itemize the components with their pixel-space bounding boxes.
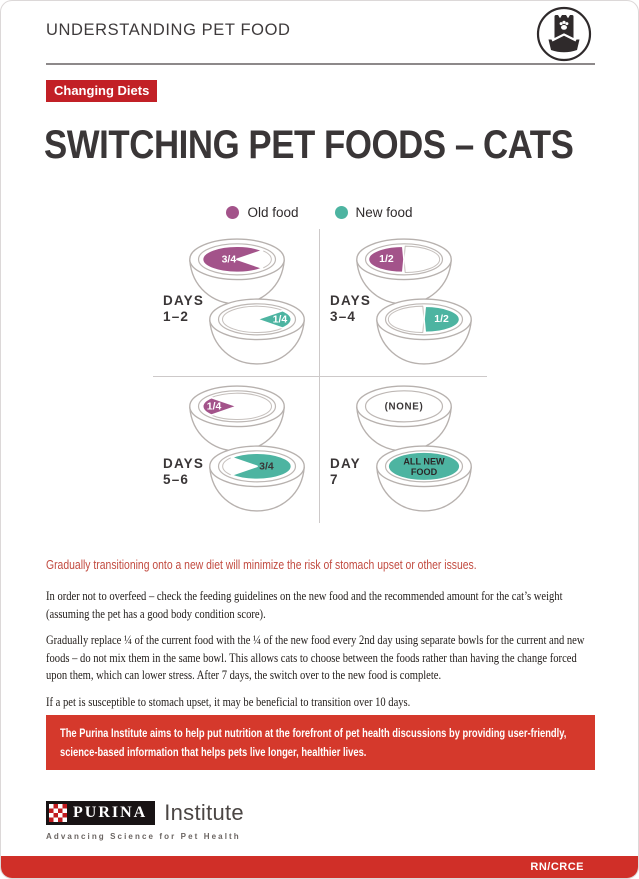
svg-text:1/4: 1/4 bbox=[207, 402, 222, 413]
day-label: DAYS 3–4 bbox=[330, 293, 372, 325]
old-food-dot-icon bbox=[226, 206, 240, 219]
logo-tagline: Advancing Science for Pet Health bbox=[46, 832, 241, 841]
old-food-bowl: 1/2 bbox=[350, 231, 458, 311]
day-label: DAY 7 bbox=[330, 456, 361, 488]
new-food-bowl: ALL NEW FOOD bbox=[370, 438, 478, 518]
new-food-bowl: 3/4 bbox=[203, 438, 311, 518]
transition-diagram: DAYS 1–2 3/4 1/4 DAYS 3–4 1/2 1/2 DAYS 5… bbox=[153, 229, 487, 523]
page-title: SWITCHING PET FOODS – CATS bbox=[44, 123, 574, 167]
svg-text:(NONE): (NONE) bbox=[385, 402, 424, 413]
legend-label-old: Old food bbox=[247, 205, 299, 220]
svg-text:1/4: 1/4 bbox=[273, 315, 288, 326]
header-title: UNDERSTANDING PET FOOD bbox=[46, 21, 291, 39]
new-food-bowl: 1/4 bbox=[203, 291, 311, 371]
header-divider bbox=[46, 63, 595, 65]
old-food-bowl: 1/4 bbox=[183, 378, 291, 458]
legend-label-new: New food bbox=[355, 205, 413, 220]
svg-text:3/4: 3/4 bbox=[222, 255, 237, 266]
quadrant-days-5-6: DAYS 5–6 1/4 3/4 bbox=[153, 376, 320, 523]
legend-item-old-food: Old food bbox=[226, 205, 299, 220]
quadrant-days-3-4: DAYS 3–4 1/2 1/2 bbox=[320, 229, 487, 376]
day-label: DAYS 1–2 bbox=[163, 293, 205, 325]
purina-institute-logo: PURINA Institute Advancing Science for P… bbox=[46, 800, 244, 841]
callout-text: The Purina Institute aims to help put nu… bbox=[60, 726, 567, 759]
body-text: In order not to overfeed – check the fee… bbox=[46, 588, 595, 720]
lead-text: Gradually transitioning onto a new diet … bbox=[46, 556, 595, 574]
lead-text-line: Gradually transitioning onto a new diet … bbox=[46, 557, 477, 572]
body-paragraph: If a pet is susceptible to stomach upset… bbox=[46, 694, 411, 709]
quadrant-days-1-2: DAYS 1–2 3/4 1/4 bbox=[153, 229, 320, 376]
footer-bar: RN/CRCE bbox=[1, 856, 638, 878]
quadrant-day-7: DAY 7 (NONE) ALL NEW FOOD bbox=[320, 376, 487, 523]
pet-food-bag-and-bowl-icon bbox=[535, 5, 593, 63]
callout-box: The Purina Institute aims to help put nu… bbox=[46, 715, 595, 771]
new-food-bowl: 1/2 bbox=[370, 291, 478, 371]
body-paragraph: Gradually replace ¼ of the current food … bbox=[46, 633, 585, 682]
legend: Old food New food bbox=[1, 205, 638, 220]
purina-wordmark: PURINA bbox=[73, 804, 148, 821]
doc-code: RN/CRCE bbox=[530, 861, 584, 873]
changing-diets-badge: Changing Diets bbox=[46, 80, 158, 102]
day-label: DAYS 5–6 bbox=[163, 456, 205, 488]
purina-checkerboard-icon bbox=[49, 804, 67, 822]
purina-wordmark-bar: PURINA bbox=[46, 801, 156, 825]
svg-text:1/2: 1/2 bbox=[434, 314, 449, 325]
institute-wordmark: Institute bbox=[164, 800, 244, 825]
svg-text:1/2: 1/2 bbox=[379, 254, 394, 265]
svg-text:3/4: 3/4 bbox=[259, 462, 274, 473]
legend-item-new-food: New food bbox=[334, 205, 413, 220]
svg-text:FOOD: FOOD bbox=[411, 467, 438, 477]
diagram-divider-horizontal bbox=[153, 376, 487, 377]
new-food-dot-icon bbox=[334, 206, 348, 219]
svg-text:ALL NEW: ALL NEW bbox=[403, 456, 445, 466]
body-paragraph: In order not to overfeed – check the fee… bbox=[46, 589, 563, 621]
old-food-bowl: (NONE) bbox=[350, 378, 458, 458]
